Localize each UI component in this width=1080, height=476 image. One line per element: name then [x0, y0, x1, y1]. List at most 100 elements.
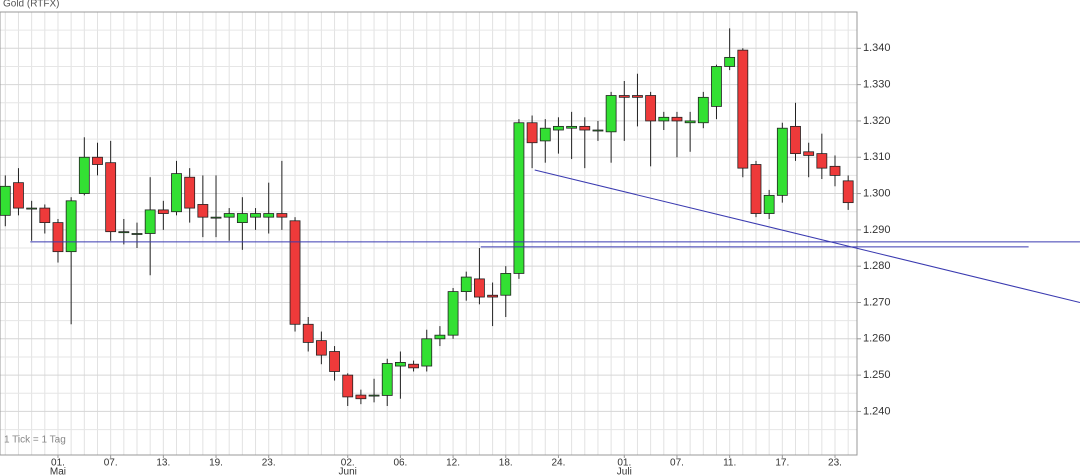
- x-tick-label: 17.: [775, 458, 789, 469]
- candle-body: [447, 291, 459, 336]
- candle-body: [724, 56, 736, 67]
- x-tick-label: 24.: [551, 458, 565, 469]
- candle-body: [829, 165, 841, 176]
- candle-body: [131, 233, 143, 235]
- y-tick-label: 1.300: [863, 187, 891, 199]
- candle-body: [144, 209, 156, 234]
- candle-body: [790, 125, 801, 155]
- candle-body: [618, 95, 630, 98]
- candle-body: [592, 129, 604, 132]
- grid: [0, 12, 857, 455]
- candle-body: [171, 173, 182, 213]
- candle-body: [750, 164, 762, 214]
- candle-body: [842, 180, 854, 204]
- candle-body: [250, 213, 261, 218]
- candle-body: [566, 125, 578, 129]
- x-tick-label: 07.: [670, 458, 684, 469]
- candle-body: [645, 95, 657, 122]
- month-label: Juni: [339, 467, 357, 476]
- y-tick-label: 1.290: [863, 224, 891, 236]
- candle-body: [223, 213, 235, 218]
- candle-body: [803, 151, 815, 156]
- y-tick-label: 1.240: [863, 405, 891, 417]
- x-tick-label: 19.: [209, 458, 223, 469]
- candle-body: [302, 323, 314, 343]
- x-tick-label: 06.: [393, 458, 407, 469]
- y-tick-label: 1.250: [863, 369, 891, 381]
- candle-body: [39, 207, 51, 224]
- y-tick-label: 1.270: [863, 296, 891, 308]
- candle-body: [355, 394, 367, 400]
- candle-body: [737, 49, 749, 169]
- chart-title: Gold (RTFX): [3, 0, 60, 10]
- candle-body: [197, 204, 209, 218]
- candle-body: [579, 125, 591, 131]
- x-tick-label: 11.: [723, 458, 736, 469]
- candle-body: [697, 96, 709, 124]
- candle-body: [605, 95, 617, 133]
- candle-body: [513, 122, 525, 274]
- candle-body: [711, 66, 722, 107]
- x-tick-label: 02.: [341, 458, 355, 469]
- candle-body: [394, 362, 406, 367]
- candle-body: [92, 156, 103, 165]
- candle-body: [671, 116, 683, 122]
- candle-body: [434, 334, 446, 340]
- candle-body: [184, 176, 196, 209]
- month-label: Mai: [50, 467, 66, 476]
- candle-body: [13, 182, 24, 209]
- candle-body: [26, 207, 38, 210]
- candle-body: [289, 220, 301, 325]
- candle-body: [368, 394, 380, 397]
- x-tick-label: 23.: [262, 458, 276, 469]
- x-tick-label: 12.: [446, 458, 460, 469]
- candle-body: [487, 294, 498, 298]
- candle-body: [210, 216, 222, 219]
- y-tick-label: 1.280: [863, 260, 891, 272]
- candle-body: [776, 127, 788, 196]
- candle-body: [105, 162, 117, 233]
- x-tick-label: 23.: [828, 458, 842, 469]
- month-label: Juli: [617, 467, 632, 476]
- candle-body: [474, 278, 485, 298]
- candle-body: [65, 200, 77, 253]
- x-tick-label: 07.: [104, 458, 118, 469]
- candle-body: [236, 213, 248, 224]
- candle-body: [157, 209, 169, 214]
- candle-body: [632, 95, 643, 98]
- candle-body: [263, 213, 275, 218]
- trend-line: [534, 169, 1080, 303]
- candle-body: [276, 213, 288, 218]
- y-tick-label: 1.340: [863, 42, 891, 54]
- y-tick-label: 1.310: [863, 151, 891, 163]
- candle-body: [539, 127, 551, 142]
- x-tick-label: 13.: [156, 458, 170, 469]
- y-tick-label: 1.330: [863, 79, 891, 91]
- candle-body: [52, 222, 64, 253]
- tick-note: 1 Tick = 1 Tag: [4, 435, 66, 446]
- x-tick-label: 01.: [617, 458, 631, 469]
- candle-body: [460, 276, 472, 292]
- candle-body: [553, 125, 564, 131]
- plot-frame: [0, 11, 858, 456]
- candle-body: [421, 338, 433, 367]
- candle-body: [381, 363, 393, 396]
- candle-body: [342, 374, 354, 398]
- candle-body: [408, 363, 419, 369]
- candle-body: [658, 116, 670, 122]
- x-tick-label: 01.: [51, 458, 65, 469]
- candle-body: [684, 120, 696, 124]
- candle-body: [118, 231, 130, 234]
- candle-body: [526, 122, 538, 144]
- y-tick-label: 1.260: [863, 333, 891, 345]
- candle-body: [0, 185, 11, 216]
- candle-body: [315, 340, 327, 356]
- candle-body: [329, 351, 340, 372]
- candle-body: [763, 194, 775, 214]
- candle-body: [78, 156, 90, 194]
- candle-body: [500, 273, 512, 296]
- x-tick-label: 18.: [499, 458, 513, 469]
- candle-body: [816, 153, 828, 169]
